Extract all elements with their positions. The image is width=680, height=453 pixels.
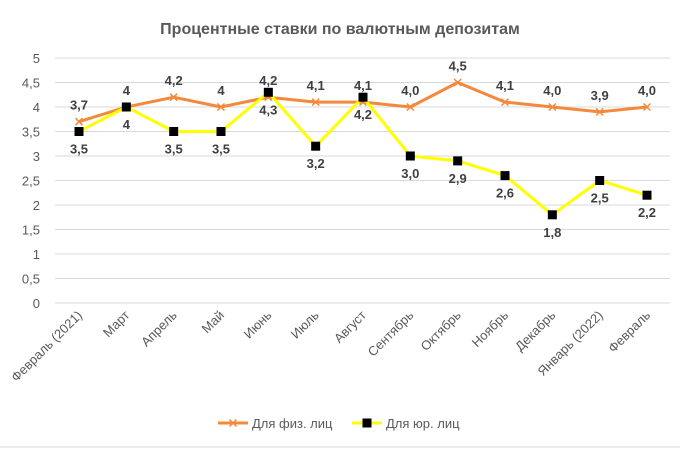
y-tick-label: 2,5 bbox=[22, 174, 40, 189]
y-tick-label: 0,5 bbox=[22, 272, 40, 287]
x-tick-label: Июль bbox=[288, 307, 322, 341]
x-tick-label: Ноябрь bbox=[469, 307, 512, 350]
data-point-square-marker bbox=[216, 127, 226, 136]
data-label: 4 bbox=[217, 83, 225, 98]
data-label: 4,5 bbox=[449, 59, 467, 74]
data-label: 4,0 bbox=[401, 83, 419, 98]
data-label: 4,1 bbox=[354, 78, 372, 93]
y-tick-label: 4 bbox=[33, 100, 40, 115]
data-label: 3,0 bbox=[401, 166, 419, 181]
data-label: 3,9 bbox=[591, 88, 609, 103]
legend-x-marker bbox=[228, 418, 238, 428]
data-point-square-marker bbox=[263, 87, 273, 97]
data-label: 4,1 bbox=[496, 78, 514, 93]
data-label: 4,2 bbox=[165, 73, 183, 88]
data-point-x-marker bbox=[453, 78, 462, 87]
y-tick-label: 3 bbox=[33, 149, 40, 164]
data-label: 4,0 bbox=[543, 83, 561, 98]
data-point-x-marker bbox=[500, 98, 510, 107]
data-label: 2,5 bbox=[591, 191, 609, 206]
data-point-square-marker bbox=[311, 141, 321, 151]
data-label: 2,9 bbox=[449, 171, 467, 186]
data-label: 1,8 bbox=[543, 225, 561, 240]
x-tick-label: Февраль (2021) bbox=[8, 308, 85, 385]
y-tick-label: 2 bbox=[33, 198, 40, 213]
data-label: 3,5 bbox=[165, 142, 183, 157]
data-point-x-marker bbox=[548, 102, 557, 112]
data-label: 3,7 bbox=[70, 98, 88, 113]
data-point-square-marker bbox=[595, 176, 605, 185]
data-label: 4,0 bbox=[638, 83, 656, 98]
x-tick-label: Октябрь bbox=[418, 307, 464, 353]
data-point-square-marker bbox=[453, 156, 463, 166]
y-tick-label: 0 bbox=[33, 296, 40, 311]
y-tick-label: 1 bbox=[33, 247, 40, 262]
y-tick-label: 4,5 bbox=[22, 76, 40, 91]
data-label: 2,6 bbox=[496, 186, 514, 201]
data-label: 4,1 bbox=[307, 78, 325, 93]
data-label: 4,2 bbox=[354, 107, 372, 122]
x-tick-label: Февраль bbox=[605, 307, 653, 355]
data-point-x-marker bbox=[169, 93, 178, 102]
data-point-square-marker bbox=[169, 127, 179, 136]
data-point-x-marker bbox=[642, 102, 652, 112]
data-point-square-marker bbox=[358, 92, 368, 102]
data-label: 4,3 bbox=[259, 102, 277, 117]
y-tick-label: 5 bbox=[33, 51, 40, 66]
data-point-x-marker bbox=[216, 102, 226, 112]
data-point-square-marker bbox=[405, 151, 415, 161]
y-tick-label: 1,5 bbox=[22, 223, 40, 238]
data-point-x-marker bbox=[311, 98, 320, 107]
data-label: 2,2 bbox=[638, 205, 656, 220]
y-tick-label: 3,5 bbox=[22, 125, 40, 140]
data-point-square-marker bbox=[500, 171, 510, 181]
data-label: 4,2 bbox=[259, 73, 277, 88]
data-point-square-marker bbox=[547, 210, 557, 220]
data-point-square-marker bbox=[74, 127, 84, 136]
data-label: 3,5 bbox=[212, 142, 230, 157]
x-tick-label: Март bbox=[100, 307, 133, 340]
legend-square-marker bbox=[362, 418, 372, 428]
legend: Для физ. лиц Для юр. лиц bbox=[218, 416, 460, 431]
data-label: 4 bbox=[123, 117, 131, 132]
data-label: 3,5 bbox=[70, 142, 88, 157]
x-tick-label: Июнь bbox=[240, 307, 274, 341]
x-tick-label: Апрель bbox=[138, 307, 180, 349]
data-point-square-marker bbox=[121, 102, 131, 112]
chart-title: Процентные ставки по валютным депозитам bbox=[160, 21, 520, 38]
data-label: 4 bbox=[123, 83, 131, 98]
data-point-square-marker bbox=[642, 190, 652, 200]
legend-label: Для юр. лиц bbox=[386, 416, 460, 431]
data-point-x-marker bbox=[406, 102, 415, 112]
data-point-x-marker bbox=[74, 117, 84, 126]
x-tick-label: Май bbox=[199, 308, 228, 337]
x-tick-label: Август bbox=[331, 307, 369, 345]
data-point-x-marker bbox=[595, 107, 604, 116]
x-tick-label: Декабрь bbox=[512, 307, 559, 354]
x-tick-label: Сентябрь bbox=[365, 307, 417, 359]
data-label: 3,2 bbox=[307, 156, 325, 171]
legend-label: Для физ. лиц bbox=[252, 416, 333, 431]
